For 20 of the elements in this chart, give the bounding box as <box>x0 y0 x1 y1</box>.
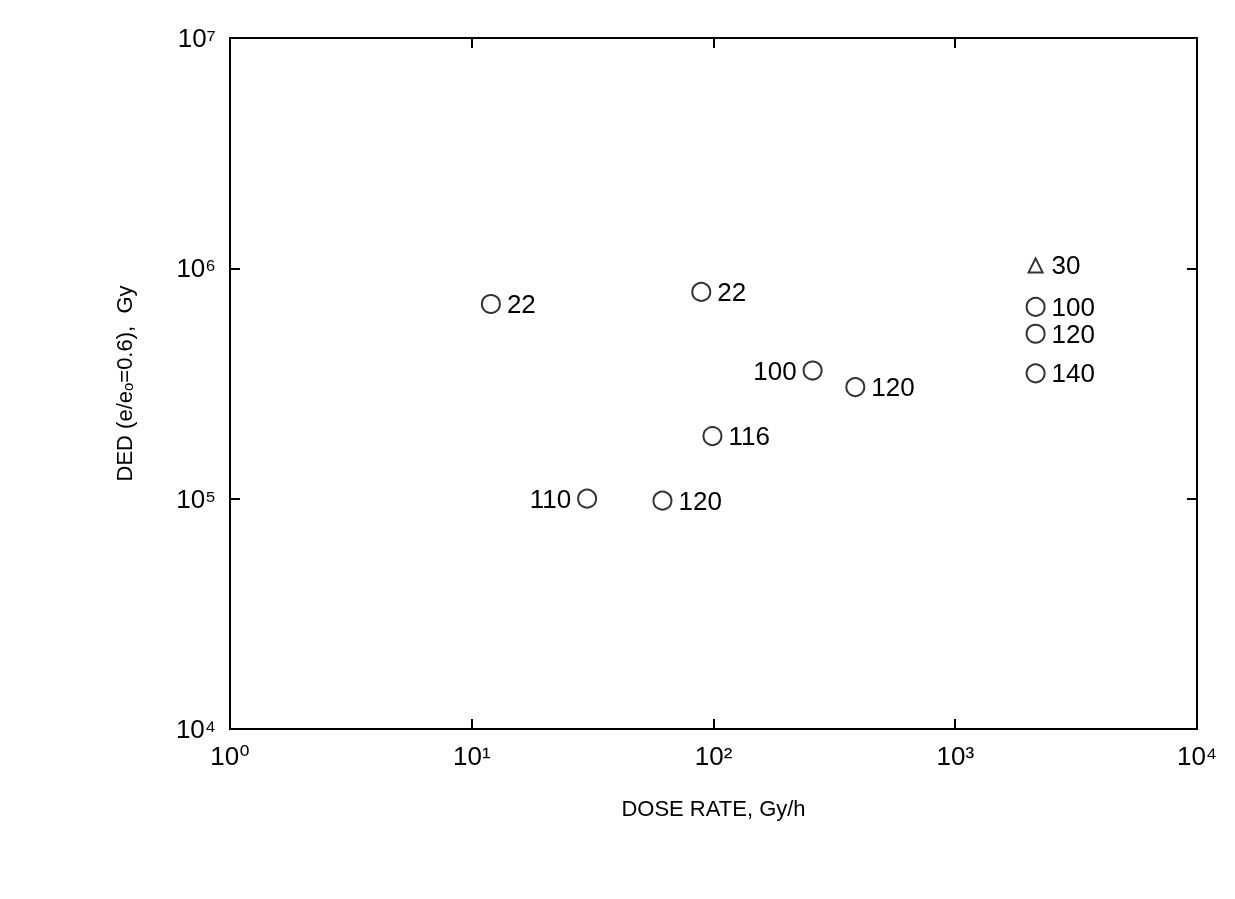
y-tick-label: 10⁷ <box>177 23 216 53</box>
x-tick-label: 10¹ <box>452 741 491 771</box>
annotation: 116 <box>728 421 770 452</box>
y-tick-label: 10⁶ <box>176 253 216 284</box>
annotation: 120 <box>871 372 915 403</box>
annotation: 140 <box>1051 358 1096 389</box>
annotation: 22 <box>506 289 536 320</box>
annotation: 120 <box>678 485 722 516</box>
annotation: 100 <box>753 355 797 386</box>
annotation: 110 <box>529 483 572 514</box>
x-tick-label: 10³ <box>936 741 975 771</box>
y-axis-title: DED (e/eₒ=0.6), Gy <box>111 285 137 482</box>
y-tick-label: 10⁵ <box>176 483 216 514</box>
x-tick-label: 10⁰ <box>210 741 250 771</box>
annotation: 22 <box>717 276 747 307</box>
x-tick-label: 10² <box>694 741 733 771</box>
annotation: 30 <box>1051 250 1081 281</box>
y-tick-label: 10⁴ <box>175 714 216 744</box>
x-axis-title: DOSE RATE, Gy/h <box>621 795 806 821</box>
x-tick-label: 10⁴ <box>1176 741 1218 771</box>
